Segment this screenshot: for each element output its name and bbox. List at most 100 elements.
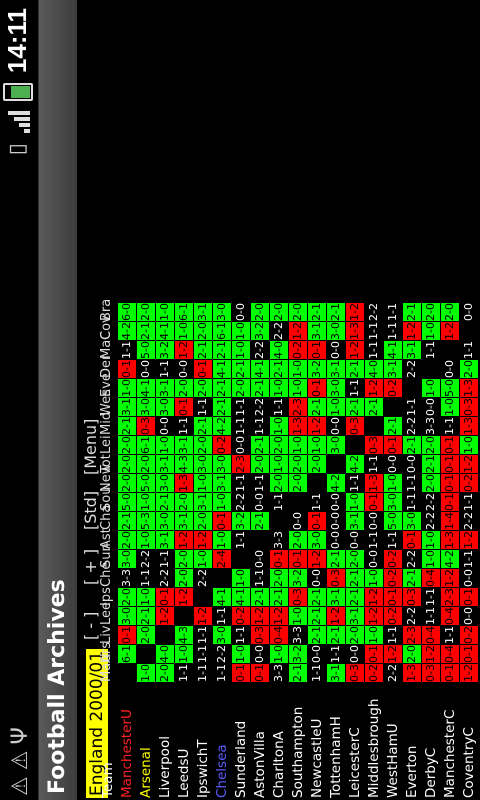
- result-cell[interactable]: 2-1: [346, 588, 364, 606]
- result-cell[interactable]: 1-1: [384, 322, 402, 340]
- result-cell[interactable]: 1-2: [346, 341, 364, 359]
- result-cell[interactable]: 2-2: [213, 645, 231, 663]
- result-cell[interactable]: 3-1: [308, 322, 326, 340]
- result-cell[interactable]: 2-0: [422, 436, 440, 454]
- result-cell[interactable]: [346, 436, 364, 454]
- result-cell[interactable]: 0-1: [441, 474, 459, 492]
- result-cell[interactable]: 3-0: [213, 455, 231, 473]
- result-cell[interactable]: 1-0: [175, 645, 193, 663]
- result-cell[interactable]: 2-2: [403, 417, 421, 435]
- result-cell[interactable]: 2-0: [308, 455, 326, 473]
- team-name[interactable]: Everton: [404, 745, 420, 798]
- result-cell[interactable]: 0-1: [441, 664, 459, 682]
- result-cell[interactable]: 1-0: [460, 436, 478, 454]
- team-name[interactable]: IpswichT: [195, 739, 211, 798]
- result-cell[interactable]: 6-1: [213, 322, 231, 340]
- result-cell[interactable]: 0-0: [327, 512, 345, 530]
- result-cell[interactable]: 1-4: [441, 512, 459, 530]
- result-cell[interactable]: 3-2: [308, 360, 326, 378]
- result-cell[interactable]: 1-1: [308, 493, 326, 511]
- result-cell[interactable]: 5-0: [441, 379, 459, 397]
- result-cell[interactable]: 2-2: [137, 550, 155, 568]
- result-cell[interactable]: 3-0: [137, 398, 155, 416]
- result-cell[interactable]: 1-1: [194, 645, 212, 663]
- result-cell[interactable]: 1-0: [270, 645, 288, 663]
- result-cell[interactable]: 2-1: [251, 512, 269, 530]
- result-cell[interactable]: 0-0: [232, 303, 250, 321]
- result-cell[interactable]: 3-3: [422, 417, 440, 435]
- result-cell[interactable]: 3-0: [308, 531, 326, 549]
- team-name[interactable]: Arsenal: [138, 747, 154, 798]
- result-cell[interactable]: 1-0: [270, 417, 288, 435]
- result-cell[interactable]: 0-2: [460, 626, 478, 644]
- result-cell[interactable]: 1-2: [175, 341, 193, 359]
- result-cell[interactable]: 1-1: [156, 360, 174, 378]
- result-cell[interactable]: 2-1: [194, 341, 212, 359]
- result-cell[interactable]: 1-1: [232, 531, 250, 549]
- result-cell[interactable]: 1-0: [118, 379, 136, 397]
- result-cell[interactable]: [327, 455, 345, 473]
- result-cell[interactable]: 1-1: [403, 493, 421, 511]
- result-cell[interactable]: 1-0: [137, 588, 155, 606]
- result-cell[interactable]: 3-0: [156, 474, 174, 492]
- result-cell[interactable]: 0-0: [175, 360, 193, 378]
- result-cell[interactable]: 2-2: [156, 569, 174, 587]
- result-cell[interactable]: 1-3: [346, 322, 364, 340]
- result-cell[interactable]: 2-0: [137, 626, 155, 644]
- result-cell[interactable]: 1-0: [156, 303, 174, 321]
- result-cell[interactable]: 1-1: [156, 550, 174, 568]
- result-cell[interactable]: 1-1: [251, 474, 269, 492]
- result-cell[interactable]: 1-1: [137, 569, 155, 587]
- result-cell[interactable]: 6-1: [137, 436, 155, 454]
- result-cell[interactable]: 0-3: [403, 588, 421, 606]
- result-cell[interactable]: 1-2: [270, 607, 288, 625]
- result-cell[interactable]: 2-1: [118, 417, 136, 435]
- result-cell[interactable]: 0-1: [232, 664, 250, 682]
- result-cell[interactable]: 1-2: [175, 531, 193, 549]
- result-cell[interactable]: 2-1: [308, 607, 326, 625]
- result-cell[interactable]: 5-0: [137, 341, 155, 359]
- result-cell[interactable]: 0-3: [346, 417, 364, 435]
- result-cell[interactable]: 0-1: [384, 436, 402, 454]
- result-cell[interactable]: [460, 322, 478, 340]
- result-cell[interactable]: 1-2: [156, 607, 174, 625]
- result-cell[interactable]: 1-0: [422, 550, 440, 568]
- result-cell[interactable]: 1-1: [384, 303, 402, 321]
- result-cell[interactable]: [289, 493, 307, 511]
- result-cell[interactable]: 2-0: [175, 550, 193, 568]
- result-cell[interactable]: 3-0: [327, 322, 345, 340]
- result-cell[interactable]: 4-1: [156, 322, 174, 340]
- result-cell[interactable]: 1-2: [194, 607, 212, 625]
- result-cell[interactable]: 2-1: [346, 360, 364, 378]
- result-cell[interactable]: 2-1: [194, 417, 212, 435]
- zoom-in-button[interactable]: [ + ]: [81, 548, 100, 585]
- result-cell[interactable]: 6-1: [175, 303, 193, 321]
- result-cell[interactable]: 2-1: [156, 493, 174, 511]
- result-cell[interactable]: 1-0: [137, 664, 155, 682]
- result-cell[interactable]: 3-1: [175, 512, 193, 530]
- result-cell[interactable]: 0-4: [422, 569, 440, 587]
- result-cell[interactable]: 2-1: [213, 398, 231, 416]
- result-cell[interactable]: 2-2: [251, 341, 269, 359]
- result-cell[interactable]: 4-2: [327, 474, 345, 492]
- result-cell[interactable]: 2-2: [251, 398, 269, 416]
- result-cell[interactable]: 3-1: [194, 493, 212, 511]
- result-cell[interactable]: 1-1: [194, 664, 212, 682]
- result-cell[interactable]: 1-0: [194, 550, 212, 568]
- result-cell[interactable]: 1-2: [403, 322, 421, 340]
- result-cell[interactable]: 1-0: [289, 607, 307, 625]
- result-cell[interactable]: 1-0: [422, 531, 440, 549]
- team-name[interactable]: Southampton: [290, 706, 306, 798]
- result-cell[interactable]: [308, 474, 326, 492]
- result-cell[interactable]: 1-1: [346, 379, 364, 397]
- result-cell[interactable]: 2-1: [289, 664, 307, 682]
- result-cell[interactable]: 2-1: [327, 550, 345, 568]
- result-cell[interactable]: 3-1: [346, 607, 364, 625]
- result-cell[interactable]: 3-3: [118, 569, 136, 587]
- result-cell[interactable]: 0-0: [346, 531, 364, 549]
- result-cell[interactable]: 0-1: [308, 512, 326, 530]
- result-cell[interactable]: 1-1: [422, 607, 440, 625]
- result-cell[interactable]: 3-1: [118, 398, 136, 416]
- result-cell[interactable]: 1-0: [289, 360, 307, 378]
- result-cell[interactable]: 2-0: [118, 474, 136, 492]
